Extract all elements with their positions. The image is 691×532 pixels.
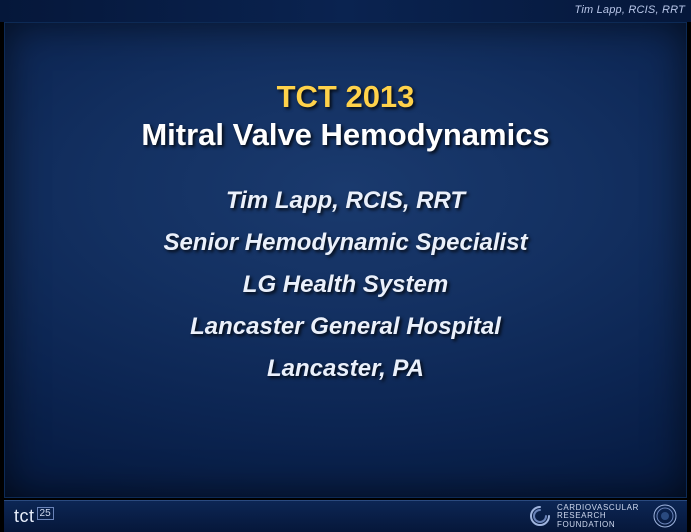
tct-logo-badge: 25 [37,507,54,520]
crf-swirl-icon [529,505,551,527]
crf-line3: FOUNDATION [557,521,639,529]
slide-container: Tim Lapp, RCIS, RRT TCT 2013 Mitral Valv… [0,0,691,532]
title-main: Mitral Valve Hemodynamics [5,117,686,153]
presenter-name: Tim Lapp, RCIS, RRT [5,187,686,215]
tct-logo-text: tct [14,506,35,527]
org-location: Lancaster, PA [5,355,686,383]
crf-logo: CARDIOVASCULAR RESEARCH FOUNDATION [529,504,639,529]
header-byline: Tim Lapp, RCIS, RRT [575,4,685,16]
presenter-title: Senior Hemodynamic Specialist [5,229,686,257]
slide-body: TCT 2013 Mitral Valve Hemodynamics Tim L… [4,22,687,498]
tct-logo: tct 25 [14,506,54,527]
title-top: TCT 2013 [5,79,686,115]
seal-icon [653,504,677,528]
footer-right-logos: CARDIOVASCULAR RESEARCH FOUNDATION [529,504,677,529]
org-hospital: Lancaster General Hospital [5,313,686,341]
crf-text: CARDIOVASCULAR RESEARCH FOUNDATION [557,504,639,529]
org-system: LG Health System [5,271,686,299]
footer-bar: tct 25 CARDIOVASCULAR RESEARCH FOUNDATIO… [4,500,687,532]
header-byline-strip: Tim Lapp, RCIS, RRT [0,0,691,22]
